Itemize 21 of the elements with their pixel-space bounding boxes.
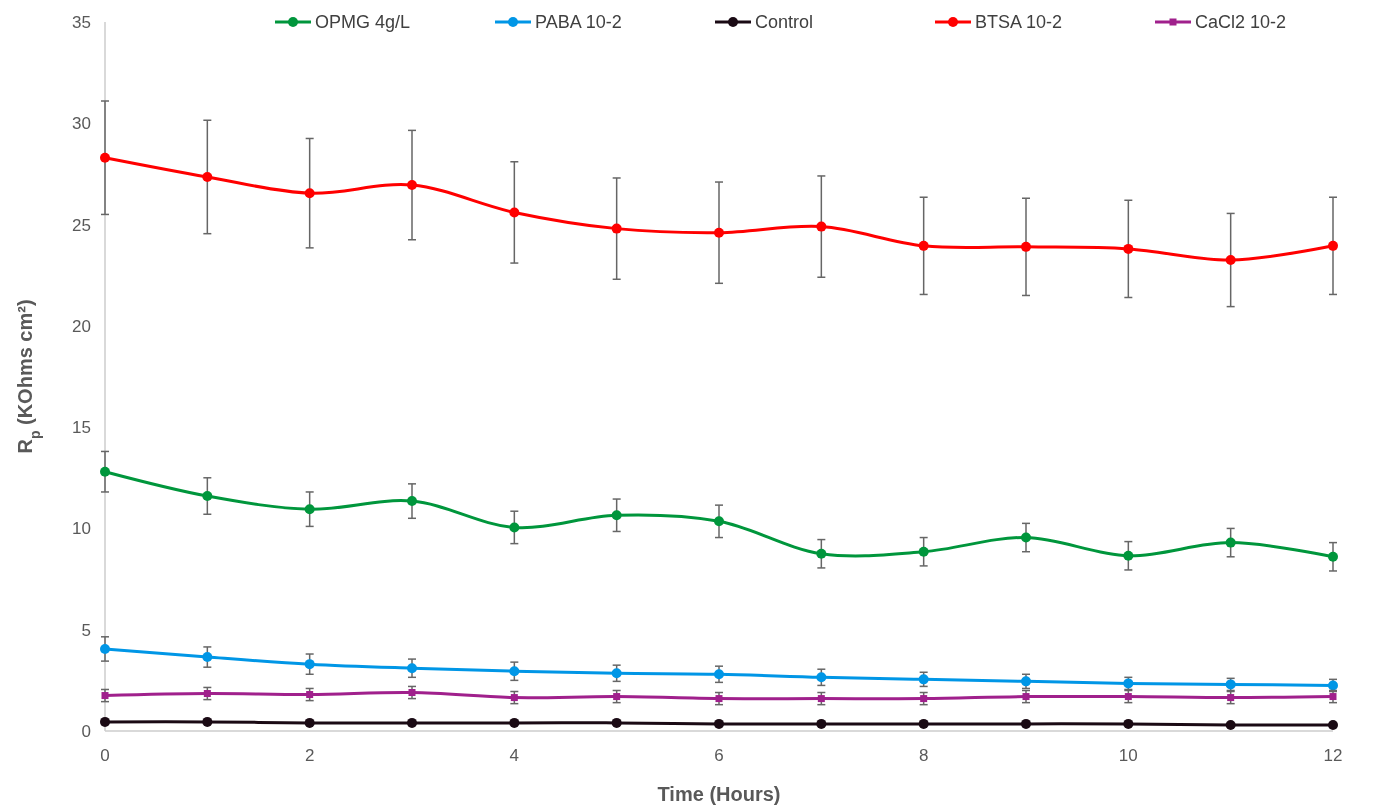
y-tick-label: 30 [72, 114, 91, 134]
x-tick-label: 4 [509, 746, 520, 765]
legend-label: PABA 10-2 [535, 12, 622, 33]
y-tick-label: 0 [81, 721, 91, 741]
x-axis-title: Time (Hours) [657, 783, 781, 805]
legend-label: BTSA 10-2 [975, 12, 1063, 33]
x-tick-label: 10 [1118, 746, 1138, 765]
legend-label: OPMG 4g/L [315, 12, 411, 33]
y-tick-label: 35 [72, 12, 91, 32]
y-tick-label: 15 [72, 418, 91, 438]
x-tick-label: 0 [100, 746, 110, 765]
x-tick-label: 12 [1323, 746, 1343, 765]
legend-label: CaCl2 10-2 [1195, 12, 1287, 33]
y-tick-label: 25 [72, 215, 91, 235]
legend-label: Control [755, 12, 814, 33]
y-tick-label: 10 [72, 519, 91, 539]
x-tick-label: 6 [714, 746, 724, 765]
x-tick-label: 8 [918, 746, 929, 765]
y-tick-label: 5 [81, 620, 91, 640]
x-tick-label: 2 [304, 746, 315, 765]
y-tick-label: 20 [72, 316, 91, 336]
